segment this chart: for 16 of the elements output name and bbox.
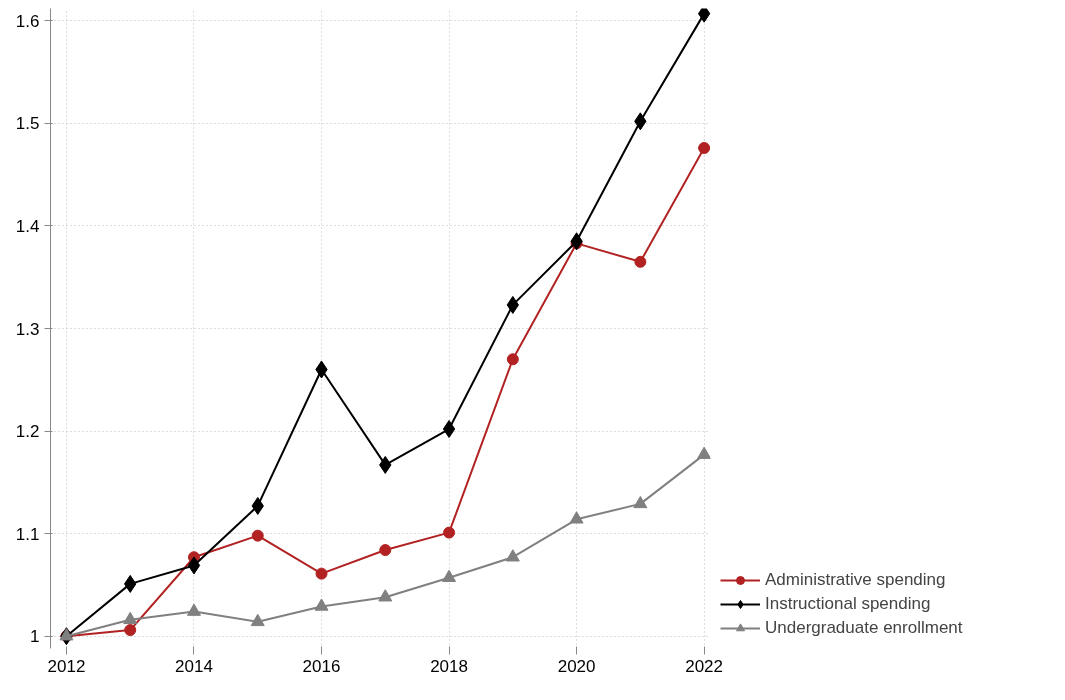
legend-label: Undergraduate enrollment xyxy=(765,618,963,638)
legend-label: Administrative spending xyxy=(765,570,946,590)
x-tick-label: 2020 xyxy=(557,656,596,676)
x-tick-label: 2014 xyxy=(175,656,213,676)
y-tick-label: 1.2 xyxy=(15,422,40,442)
legend-label: Instructional spending xyxy=(765,594,931,614)
y-tick-label: 1 xyxy=(30,627,40,647)
x-tick-label: 2016 xyxy=(302,656,341,676)
x-tick-label: 2012 xyxy=(47,656,86,676)
y-tick-label: 1.4 xyxy=(15,216,40,236)
y-tick-label: 1.5 xyxy=(15,114,40,134)
x-tick-label: 2022 xyxy=(685,656,724,676)
y-tick-label: 1.1 xyxy=(15,524,40,544)
x-tick-label: 2018 xyxy=(430,656,468,676)
y-tick-label: 1.3 xyxy=(15,319,40,339)
y-tick-label: 1.6 xyxy=(15,11,40,31)
